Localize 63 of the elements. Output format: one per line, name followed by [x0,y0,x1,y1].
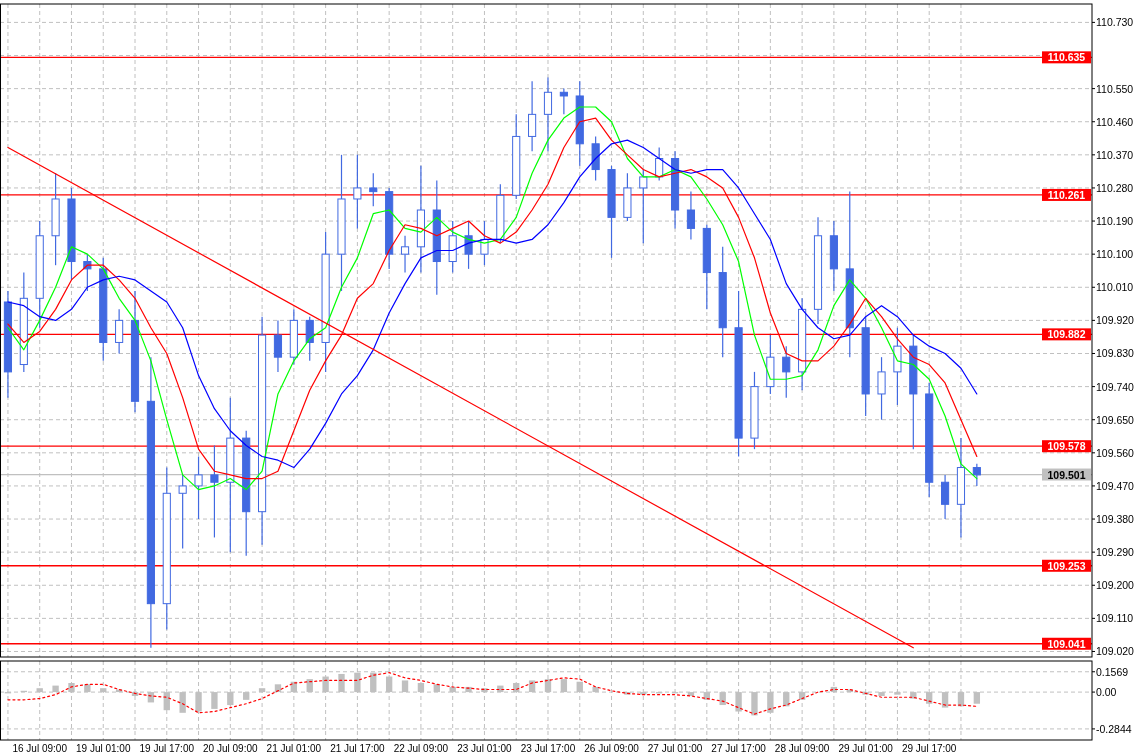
x-tick-label: 16 Jul 09:00 [12,743,68,754]
candlestick [210,444,219,539]
y-tick-label: 110.100 [1096,248,1134,261]
x-tick-label: 22 Jul 09:00 [393,743,449,754]
candlestick [543,76,553,152]
y-tick-label: 109.470 [1096,479,1135,492]
y-tick-label: 110.550 [1096,82,1134,95]
candlestick [194,455,203,520]
candlestick [353,154,362,230]
x-tick-label: 19 Jul 01:00 [75,743,131,754]
y-tick-label: 0.00 [1096,686,1117,699]
x-tick-label: 23 Jul 01:00 [457,743,513,754]
y-tick-label: 109.920 [1096,314,1135,327]
y-tick-label: 0.1569 [1096,665,1129,678]
candlestick [972,463,981,487]
ref-line-label: 110.261 [1047,188,1086,201]
ref-line-label: 109.253 [1047,559,1086,572]
y-tick-label: 110.730 [1096,16,1134,29]
y-tick-label: 110.370 [1096,148,1134,161]
candlestick [400,235,410,274]
candlestick [178,474,187,550]
x-tick-label: 19 Jul 17:00 [139,743,195,754]
y-tick-label: 109.740 [1096,380,1135,393]
x-tick-label: 23 Jul 17:00 [520,743,576,754]
y-tick-label: 110.280 [1096,181,1134,194]
candlestick [273,319,283,373]
y-tick-label: 110.460 [1096,115,1134,128]
ref-line-label: 109.501 [1047,468,1086,481]
y-tick-label: 109.200 [1096,579,1135,592]
ref-line-label: 109.041 [1047,637,1086,650]
x-tick-label: 21 Jul 17:00 [330,743,386,754]
candlestick [115,308,124,355]
y-tick-label: -0.2844 [1096,722,1132,735]
x-tick-label: 27 Jul 17:00 [711,743,767,754]
candlestick [528,80,537,152]
y-tick-label: 109.290 [1096,546,1135,559]
y-tick-label: 109.650 [1096,413,1135,426]
candlestick [877,356,886,421]
line-series [7,672,978,715]
candlestick [639,168,648,244]
candlestick [559,88,568,115]
candlestick [686,191,696,241]
x-tick-label: 29 Jul 17:00 [901,743,957,754]
y-tick-label: 109.380 [1096,513,1135,526]
y-tick-label: 109.020 [1096,645,1135,658]
y-tick-label: 109.110 [1096,612,1134,625]
ref-line-label: 109.578 [1047,440,1086,453]
y-tick-label: 109.560 [1096,446,1135,459]
x-tick-label: 27 Jul 01:00 [647,743,703,754]
x-tick-label: 29 Jul 01:00 [838,743,894,754]
y-tick-label: 109.830 [1096,347,1135,360]
candlestick [305,316,314,362]
ref-line-label: 109.882 [1047,328,1086,341]
x-tick-label: 28 Jul 09:00 [774,743,830,754]
ref-line-label: 110.635 [1047,51,1086,64]
candlestick [941,474,950,520]
candlestick [369,172,378,207]
y-tick-label: 110.010 [1096,281,1134,294]
x-tick-label: 21 Jul 01:00 [266,743,322,754]
x-tick-label: 26 Jul 09:00 [584,743,640,754]
candlestick [782,345,791,399]
y-tick-label: 110.190 [1096,215,1134,228]
x-tick-label: 20 Jul 09:00 [203,743,258,754]
